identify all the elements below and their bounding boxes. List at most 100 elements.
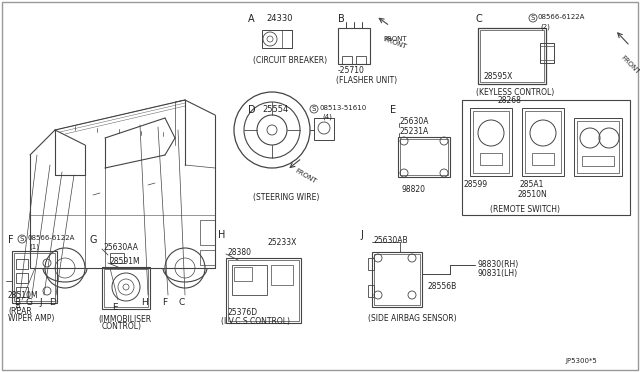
Text: C: C (475, 14, 482, 24)
Bar (368, 258, 374, 270)
Text: 90831(LH): 90831(LH) (478, 269, 518, 278)
Text: E: E (112, 303, 118, 312)
Text: F: F (163, 298, 168, 307)
Bar (16, 273, 28, 283)
Text: (1): (1) (29, 244, 39, 250)
Bar (574, 118, 622, 176)
Text: WIPER AMP): WIPER AMP) (8, 314, 54, 323)
Text: 98820: 98820 (402, 185, 426, 194)
Bar (400, 139, 448, 175)
Bar (470, 108, 512, 176)
Text: S: S (531, 15, 535, 21)
Text: (STEERING WIRE): (STEERING WIRE) (253, 193, 319, 202)
Bar (16, 259, 28, 269)
Text: (REAR: (REAR (8, 307, 32, 316)
Text: B: B (14, 298, 20, 307)
Bar (226, 258, 301, 323)
Text: 28510N: 28510N (517, 190, 547, 199)
Text: 28591M: 28591M (110, 257, 141, 266)
Text: FRONT: FRONT (383, 36, 407, 50)
Text: (4): (4) (322, 114, 332, 121)
Text: (CIRCUIT BREAKER): (CIRCUIT BREAKER) (253, 56, 327, 65)
Bar (577, 121, 619, 173)
Text: (2): (2) (540, 23, 550, 29)
Bar (234, 267, 252, 281)
Bar (232, 265, 267, 295)
Text: 08566-6122A: 08566-6122A (538, 14, 586, 20)
Text: J: J (40, 298, 42, 307)
Text: -25710: -25710 (338, 66, 365, 75)
Text: 24330: 24330 (266, 14, 292, 23)
Text: S: S (20, 236, 24, 242)
Text: A: A (248, 14, 255, 24)
Text: G: G (26, 298, 33, 307)
Text: 25554: 25554 (262, 105, 288, 114)
Bar (532, 153, 554, 165)
Text: 28268: 28268 (498, 96, 522, 105)
Bar (372, 252, 422, 307)
Text: 25231A: 25231A (400, 127, 429, 136)
Text: 08513-51610: 08513-51610 (320, 105, 367, 111)
Bar (478, 28, 546, 84)
Text: H: H (141, 298, 148, 307)
Text: 25630AA: 25630AA (104, 243, 139, 252)
Bar (480, 30, 544, 82)
Text: S: S (312, 106, 316, 112)
Bar (368, 285, 374, 297)
Text: (I.V.C.S CONTROL): (I.V.C.S CONTROL) (221, 317, 290, 326)
Bar (12, 251, 57, 303)
Text: 28556B: 28556B (428, 282, 457, 291)
Text: 08566-6122A: 08566-6122A (27, 235, 74, 241)
Text: D: D (49, 298, 56, 307)
Text: 25376D: 25376D (228, 308, 258, 317)
Text: F: F (8, 235, 13, 245)
Bar (14, 253, 55, 301)
Bar (338, 28, 370, 64)
Bar (314, 118, 334, 140)
Text: (REMOTE SWITCH): (REMOTE SWITCH) (490, 205, 560, 214)
Bar (228, 260, 299, 321)
Text: JP5300*5: JP5300*5 (565, 358, 596, 364)
Text: A: A (15, 303, 21, 312)
Text: 28510M: 28510M (8, 291, 38, 300)
Bar (473, 111, 509, 173)
Text: C: C (179, 298, 185, 307)
Text: D: D (248, 105, 255, 115)
Bar (200, 250, 215, 265)
Text: G: G (90, 235, 97, 245)
Text: 98830(RH): 98830(RH) (478, 260, 519, 269)
Bar (398, 137, 450, 177)
Text: (FLASHER UNIT): (FLASHER UNIT) (336, 76, 397, 85)
Text: 28599: 28599 (464, 180, 488, 189)
Text: H: H (218, 230, 225, 240)
Text: J: J (360, 230, 363, 240)
Text: FRONT: FRONT (620, 54, 640, 75)
Bar (102, 267, 150, 309)
Bar (200, 220, 215, 245)
Text: (SIDE AIRBAG SENSOR): (SIDE AIRBAG SENSOR) (368, 314, 456, 323)
Bar (356, 56, 366, 64)
Bar (582, 156, 614, 166)
Text: 25630AB: 25630AB (374, 236, 408, 245)
Text: (KEYLESS CONTROL): (KEYLESS CONTROL) (476, 88, 554, 97)
Text: 28595X: 28595X (483, 72, 513, 81)
Text: FRONT: FRONT (294, 168, 317, 185)
Text: FRONT: FRONT (383, 36, 406, 42)
Bar (262, 30, 292, 48)
Bar (540, 43, 554, 63)
Bar (480, 153, 502, 165)
Bar (525, 111, 561, 173)
Bar (16, 287, 28, 297)
Bar (104, 269, 148, 307)
Text: 25233X: 25233X (268, 238, 298, 247)
Text: 28380: 28380 (228, 248, 252, 257)
Text: 285A1: 285A1 (520, 180, 545, 189)
Text: E: E (390, 105, 396, 115)
Bar (374, 254, 420, 305)
Bar (271, 265, 293, 285)
Text: CONTROL): CONTROL) (102, 322, 142, 331)
Text: 25630A: 25630A (400, 117, 429, 126)
Bar (522, 108, 564, 176)
Bar (462, 100, 630, 215)
Bar (342, 56, 352, 64)
